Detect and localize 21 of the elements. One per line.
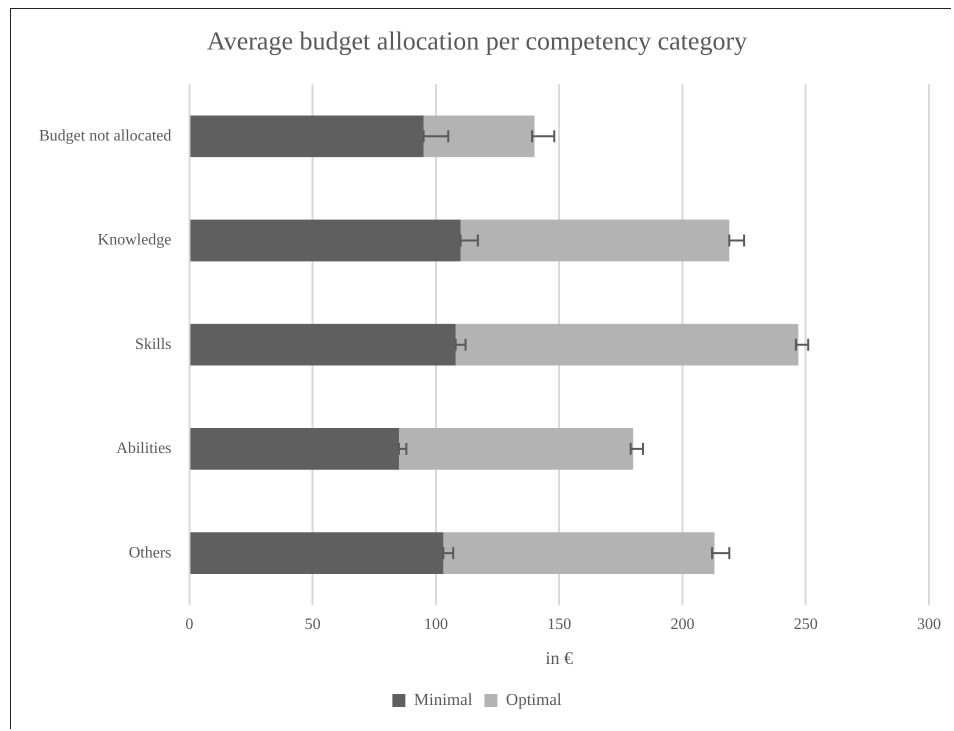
- legend-label: Minimal: [414, 690, 473, 709]
- x-tick-label: 200: [670, 616, 694, 634]
- x-tick-label: 300: [917, 616, 941, 634]
- y-tick-label: Knowledge: [98, 232, 172, 249]
- bar: [456, 324, 798, 366]
- bar: [443, 532, 715, 574]
- y-tick-label: Others: [128, 544, 172, 562]
- y-tick-label: Abilities: [116, 440, 172, 458]
- bar: [424, 115, 535, 158]
- x-tick-label: 250: [794, 616, 818, 634]
- y-tick-label: Budget not allocated: [39, 128, 172, 145]
- y-tick-label: Skills: [134, 336, 172, 353]
- chart-title: Average budget allocation per competency category: [206, 26, 748, 56]
- x-tick-label: 100: [424, 616, 448, 634]
- x-tick-label: 50: [304, 616, 321, 634]
- x-tick-label: 150: [547, 616, 572, 634]
- x-axis-title: in €: [545, 648, 573, 668]
- legend-label: Optimal: [506, 690, 562, 709]
- bar: [398, 428, 634, 470]
- bar: [460, 220, 730, 262]
- x-tick-label: 0: [185, 616, 194, 634]
